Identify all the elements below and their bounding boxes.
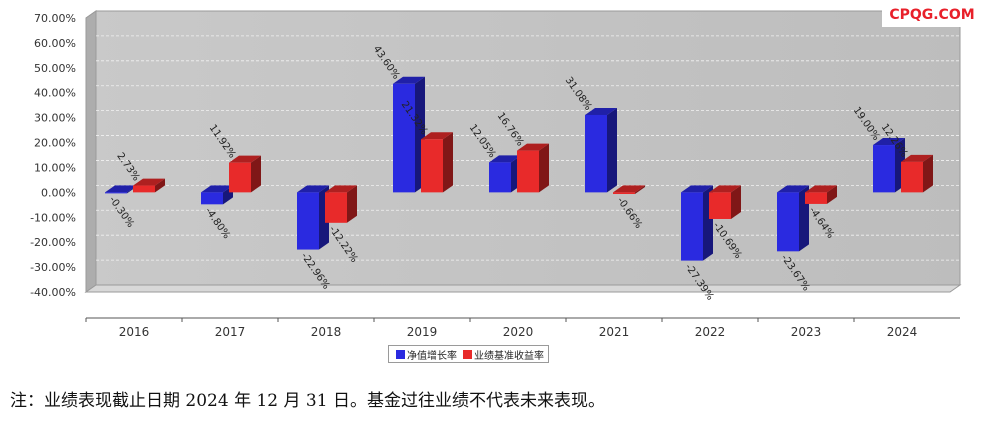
x-tick-label: 2024 bbox=[887, 325, 918, 339]
bar-top bbox=[709, 185, 741, 193]
bar-benchmark-2021 bbox=[613, 185, 645, 195]
bar-front bbox=[613, 192, 635, 195]
y-tick-label: 30.00% bbox=[34, 112, 76, 125]
bar-top bbox=[681, 185, 713, 193]
bar-benchmark-2023 bbox=[805, 185, 837, 204]
bar-side bbox=[155, 178, 165, 193]
bar-front bbox=[805, 192, 827, 204]
legend-label-nav: 净值增长率 bbox=[407, 350, 457, 362]
legend-swatch-benchmark bbox=[463, 349, 472, 359]
bar-top bbox=[325, 185, 357, 193]
watermark: CPQG.COM bbox=[882, 3, 982, 27]
x-axis: 2016 2017 2018 2019 2020 2021 2022 2023 2024 bbox=[85, 317, 960, 339]
bar-top bbox=[133, 178, 165, 186]
x-tick-label: 2021 bbox=[599, 325, 630, 339]
bar-front bbox=[777, 192, 799, 252]
bar-benchmark-2024 bbox=[901, 154, 933, 193]
x-tick-label: 2022 bbox=[695, 325, 726, 339]
bar-front bbox=[517, 150, 539, 193]
bar-front bbox=[201, 192, 223, 205]
bar-top bbox=[873, 138, 905, 146]
bar-front bbox=[393, 83, 415, 193]
y-tick-label: 50.00% bbox=[34, 62, 76, 75]
bar-benchmark-2016 bbox=[133, 178, 165, 193]
bar-front bbox=[489, 162, 511, 193]
bar-side bbox=[539, 143, 549, 193]
bar-top bbox=[393, 76, 425, 84]
y-tick-label: -10.00% bbox=[30, 211, 76, 224]
bar-front bbox=[585, 114, 607, 193]
bar-benchmark-2017 bbox=[229, 155, 261, 193]
bar-benchmark-2019 bbox=[421, 132, 453, 193]
x-tick-label: 2016 bbox=[119, 325, 150, 339]
bar-top bbox=[585, 107, 617, 115]
bar-nav-2020 bbox=[489, 155, 521, 193]
bar-side bbox=[827, 185, 837, 204]
bar-benchmark-2020 bbox=[517, 143, 549, 193]
legend-label-benchmark: 业绩基准收益率 bbox=[474, 350, 544, 362]
bars bbox=[105, 76, 933, 261]
bar-top bbox=[613, 185, 645, 193]
bar-top bbox=[489, 155, 521, 163]
x-tick-label: 2020 bbox=[503, 325, 534, 339]
footnote: 注：业绩表现截止日期 2024 年 12 月 31 日。基金过往业绩不代表未来表… bbox=[10, 391, 605, 411]
bar-nav-2022 bbox=[681, 185, 713, 261]
y-tick-label: 70.00% bbox=[34, 12, 76, 25]
bar-front bbox=[873, 145, 895, 193]
y-tick-label: -30.00% bbox=[30, 261, 76, 274]
bar-side bbox=[635, 185, 645, 195]
bar-front bbox=[421, 139, 443, 193]
y-tick-label: 0.00% bbox=[41, 186, 76, 199]
bar-top bbox=[901, 154, 933, 162]
bar-benchmark-2022 bbox=[709, 185, 741, 219]
y-tick-label: 60.00% bbox=[34, 37, 76, 50]
legend: 净值增长率 业绩基准收益率 bbox=[388, 345, 549, 363]
bar-front bbox=[325, 192, 347, 223]
bar-nav-2023 bbox=[777, 185, 809, 252]
bar-nav-2018 bbox=[297, 185, 329, 250]
bar-side bbox=[347, 185, 357, 223]
y-tick-label: -20.00% bbox=[30, 236, 76, 249]
bar-top bbox=[805, 185, 837, 193]
bar-front bbox=[229, 162, 251, 193]
y-axis: 70.00% 60.00% 50.00% 40.00% 30.00% 20.00% 10.0… bbox=[30, 12, 76, 299]
x-tick-label: 2017 bbox=[215, 325, 246, 339]
bar-top bbox=[517, 143, 549, 151]
y-tick-label: 10.00% bbox=[34, 161, 76, 174]
x-tick-label: 2019 bbox=[407, 325, 438, 339]
legend-swatch-nav bbox=[396, 349, 405, 359]
bar-front bbox=[133, 185, 155, 193]
bar-top bbox=[201, 185, 233, 193]
bar-front bbox=[901, 161, 923, 193]
bar-side bbox=[443, 132, 453, 193]
bar-top bbox=[229, 155, 261, 163]
bar-side bbox=[731, 185, 741, 219]
bar-front bbox=[681, 192, 703, 261]
bar-side bbox=[923, 154, 933, 193]
bar-front bbox=[297, 192, 319, 250]
x-tick-label: 2018 bbox=[311, 325, 342, 339]
bar-front bbox=[709, 192, 731, 219]
x-tick-label: 2023 bbox=[791, 325, 822, 339]
bar-top bbox=[421, 132, 453, 140]
y-tick-label: -40.00% bbox=[30, 286, 76, 299]
bar-side bbox=[607, 107, 617, 193]
bar-side bbox=[251, 155, 261, 193]
bar-nav-2019 bbox=[393, 76, 425, 193]
y-tick-label: 20.00% bbox=[34, 137, 76, 150]
bar-benchmark-2018 bbox=[325, 185, 357, 223]
y-tick-label: 40.00% bbox=[34, 87, 76, 100]
bar-top bbox=[297, 185, 329, 193]
bar-top bbox=[777, 185, 809, 193]
bar-chart: 70.00% 60.00% 50.00% 40.00% 30.00% 20.00% 10.0… bbox=[30, 10, 962, 339]
bar-nav-2021 bbox=[585, 107, 617, 193]
bar-top bbox=[105, 185, 137, 193]
side-wall bbox=[85, 10, 97, 293]
floor bbox=[84, 284, 962, 293]
bar-front bbox=[105, 192, 127, 194]
